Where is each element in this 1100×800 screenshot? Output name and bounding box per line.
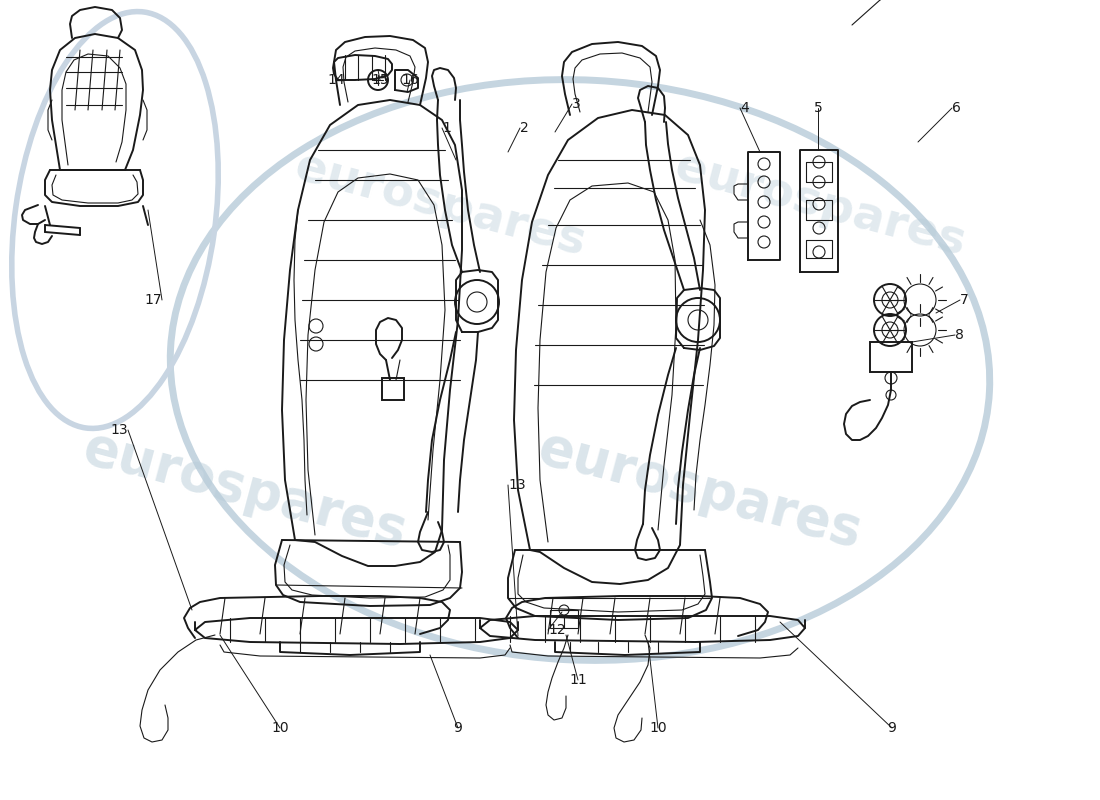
Text: 14: 14 — [328, 73, 345, 87]
Text: 15: 15 — [371, 73, 388, 87]
Bar — [550, 610, 578, 628]
Text: 13: 13 — [110, 423, 128, 437]
Text: 10: 10 — [272, 721, 289, 735]
Text: 9: 9 — [888, 721, 896, 735]
Text: 1: 1 — [442, 121, 451, 135]
Text: 7: 7 — [960, 293, 969, 307]
Text: 2: 2 — [520, 121, 529, 135]
Text: 4: 4 — [740, 101, 749, 115]
Bar — [382, 378, 404, 400]
Bar — [870, 342, 912, 372]
Text: 12: 12 — [548, 623, 565, 637]
Text: 10: 10 — [649, 721, 667, 735]
Text: 8: 8 — [955, 328, 964, 342]
Text: 6: 6 — [952, 101, 961, 115]
Text: eurospares: eurospares — [670, 145, 970, 266]
Text: 5: 5 — [814, 101, 823, 115]
Text: 17: 17 — [144, 293, 162, 307]
Text: eurospares: eurospares — [289, 145, 591, 266]
Text: eurospares: eurospares — [532, 422, 868, 558]
Text: 11: 11 — [569, 673, 587, 687]
Text: 9: 9 — [453, 721, 462, 735]
Text: 13: 13 — [508, 478, 526, 492]
Text: 16: 16 — [402, 73, 419, 87]
Text: 3: 3 — [572, 97, 581, 111]
Text: eurospares: eurospares — [77, 422, 412, 558]
